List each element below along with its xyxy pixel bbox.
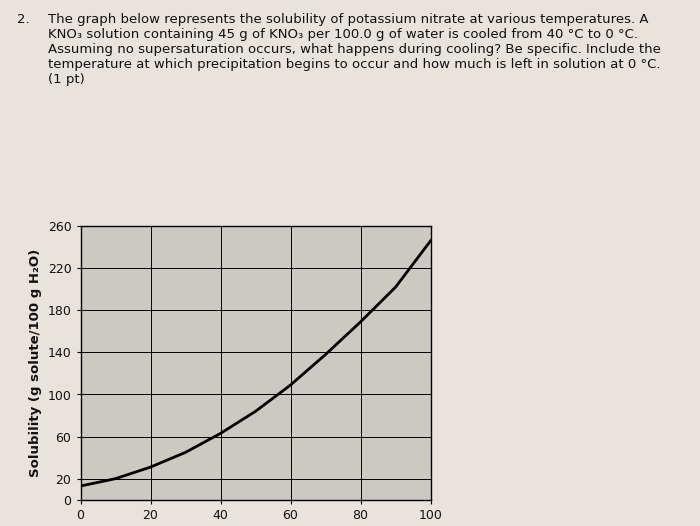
Text: The graph below represents the solubility of potassium nitrate at various temper: The graph below represents the solubilit… <box>48 13 661 86</box>
Y-axis label: Solubility (g solute/100 g H₂O): Solubility (g solute/100 g H₂O) <box>29 249 42 477</box>
Text: 2.: 2. <box>18 13 30 26</box>
